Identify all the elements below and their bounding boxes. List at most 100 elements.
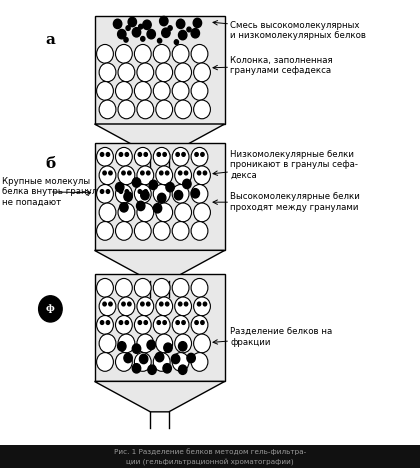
- Circle shape: [191, 184, 208, 203]
- Circle shape: [128, 17, 136, 27]
- Circle shape: [194, 166, 210, 185]
- Circle shape: [134, 315, 151, 334]
- Circle shape: [126, 26, 130, 30]
- Circle shape: [103, 171, 106, 175]
- Circle shape: [160, 16, 168, 26]
- Circle shape: [116, 221, 132, 240]
- Circle shape: [125, 190, 129, 193]
- Circle shape: [203, 302, 207, 306]
- Circle shape: [120, 203, 128, 212]
- Circle shape: [116, 81, 132, 100]
- Circle shape: [122, 171, 125, 175]
- Circle shape: [147, 340, 155, 350]
- Circle shape: [97, 278, 113, 297]
- Circle shape: [137, 203, 154, 222]
- Text: а: а: [45, 33, 55, 47]
- Circle shape: [97, 44, 113, 63]
- Circle shape: [125, 321, 129, 324]
- Circle shape: [176, 19, 185, 29]
- Circle shape: [137, 100, 154, 119]
- Circle shape: [201, 321, 204, 324]
- Circle shape: [144, 321, 147, 324]
- Circle shape: [172, 147, 189, 166]
- Circle shape: [100, 190, 104, 193]
- Circle shape: [175, 203, 192, 222]
- Circle shape: [116, 44, 132, 63]
- Text: Низкомолекулярные белки
проникают в гранулы сефа-
декса: Низкомолекулярные белки проникают в гран…: [213, 150, 358, 180]
- Circle shape: [139, 354, 148, 364]
- Circle shape: [116, 315, 132, 334]
- Circle shape: [109, 302, 112, 306]
- Circle shape: [99, 203, 116, 222]
- Circle shape: [137, 297, 154, 316]
- Circle shape: [143, 20, 151, 29]
- Circle shape: [191, 81, 208, 100]
- Circle shape: [162, 28, 170, 37]
- Circle shape: [191, 278, 208, 297]
- Circle shape: [191, 189, 199, 198]
- Circle shape: [118, 166, 135, 185]
- Circle shape: [164, 343, 172, 352]
- Circle shape: [194, 203, 210, 222]
- Circle shape: [119, 190, 123, 193]
- Circle shape: [125, 153, 129, 156]
- Circle shape: [134, 184, 151, 203]
- Circle shape: [128, 302, 131, 306]
- Circle shape: [158, 38, 162, 43]
- Circle shape: [178, 302, 182, 306]
- Circle shape: [153, 147, 170, 166]
- Circle shape: [97, 184, 113, 203]
- Circle shape: [156, 203, 173, 222]
- Circle shape: [197, 171, 201, 175]
- Circle shape: [97, 352, 113, 371]
- Circle shape: [106, 153, 110, 156]
- Circle shape: [163, 321, 166, 324]
- Circle shape: [147, 171, 150, 175]
- Circle shape: [165, 302, 169, 306]
- Circle shape: [191, 29, 199, 38]
- Circle shape: [153, 278, 170, 297]
- Circle shape: [160, 171, 163, 175]
- Circle shape: [165, 171, 169, 175]
- Circle shape: [141, 190, 149, 200]
- Circle shape: [124, 192, 132, 201]
- Circle shape: [124, 37, 128, 42]
- Circle shape: [103, 302, 106, 306]
- Circle shape: [153, 221, 170, 240]
- Text: Колонка, заполненная
гранулами сефадекса: Колонка, заполненная гранулами сефадекса: [213, 56, 333, 75]
- Circle shape: [171, 354, 180, 364]
- Circle shape: [138, 190, 142, 193]
- Circle shape: [119, 153, 123, 156]
- Circle shape: [172, 278, 189, 297]
- Circle shape: [187, 353, 195, 363]
- Polygon shape: [94, 143, 225, 250]
- Circle shape: [118, 100, 135, 119]
- Circle shape: [163, 153, 166, 156]
- Circle shape: [156, 166, 173, 185]
- Circle shape: [175, 334, 192, 353]
- Circle shape: [147, 29, 155, 39]
- Circle shape: [157, 321, 160, 324]
- Text: Разделение белков на
фракции: Разделение белков на фракции: [213, 327, 332, 347]
- Circle shape: [191, 315, 208, 334]
- Circle shape: [118, 297, 135, 316]
- Circle shape: [182, 321, 185, 324]
- Circle shape: [153, 81, 170, 100]
- Circle shape: [184, 171, 188, 175]
- Circle shape: [122, 302, 125, 306]
- Circle shape: [172, 81, 189, 100]
- Circle shape: [194, 297, 210, 316]
- Circle shape: [149, 180, 158, 190]
- Circle shape: [138, 321, 142, 324]
- Circle shape: [174, 40, 178, 44]
- Circle shape: [97, 81, 113, 100]
- Text: Крупные молекулы
белка внутрь гранул
не попадают: Крупные молекулы белка внутрь гранул не …: [2, 177, 97, 207]
- Circle shape: [160, 302, 163, 306]
- Circle shape: [155, 352, 164, 362]
- Circle shape: [148, 365, 156, 374]
- Circle shape: [141, 302, 144, 306]
- Polygon shape: [94, 124, 225, 154]
- Circle shape: [137, 63, 154, 82]
- Circle shape: [178, 342, 187, 351]
- Circle shape: [172, 184, 189, 203]
